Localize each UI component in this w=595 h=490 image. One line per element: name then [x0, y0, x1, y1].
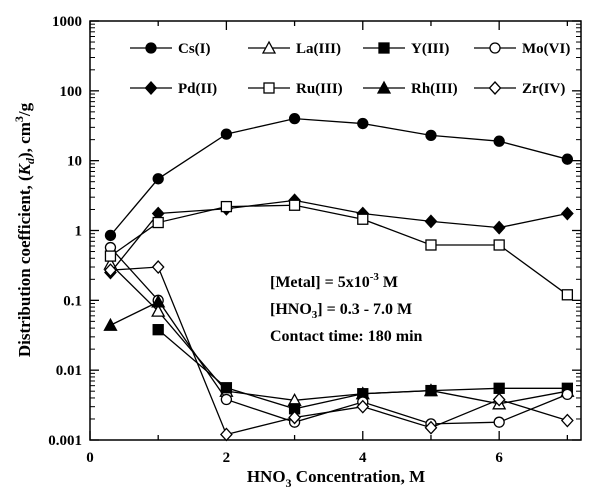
data-point-mo-vi	[493, 416, 505, 428]
data-point-zr-iv	[104, 263, 117, 278]
data-point-cs-i	[220, 128, 233, 140]
legend-item-rh-iii: Rh(III)	[363, 80, 458, 97]
series-line-zr-iv	[110, 266, 568, 436]
y-tick-label: 0.01	[56, 363, 82, 379]
legend-label: Zr(IV)	[522, 81, 565, 97]
y-axis-title: Distribution coefficient, (Kd), cm3/g	[12, 102, 37, 357]
y-tick-label: 1000	[52, 14, 82, 30]
data-point-cs-i	[493, 135, 505, 147]
legend-item-ru-iii: Ru(III)	[248, 81, 343, 97]
data-point-mo-vi	[561, 388, 574, 401]
legend-item-zr-iv: Zr(IV)	[474, 81, 565, 97]
y-tick-label: 100	[60, 84, 83, 100]
legend-item-cs-i: Cs(I)	[130, 41, 211, 57]
data-point-ru-iii	[288, 199, 301, 211]
data-point-pd-ii	[424, 214, 438, 229]
data-point-cs-i	[288, 112, 301, 125]
legend-label: Cs(I)	[178, 41, 211, 57]
data-point-la-iii	[151, 303, 166, 317]
series-cs-i	[104, 112, 574, 242]
data-point-cs-i	[425, 129, 437, 142]
series-y-iii	[152, 324, 574, 415]
legend-marker-y-iii	[378, 42, 390, 54]
y-tick-label: 0.001	[48, 433, 82, 449]
data-point-ru-iii	[152, 216, 164, 229]
series-line-rh-iii	[110, 301, 159, 326]
data-point-ru-iii	[220, 200, 233, 213]
x-axis-title: HNO3 Concentration, M	[247, 467, 425, 490]
data-point-pd-ii	[560, 206, 574, 221]
legend-label: Ru(III)	[296, 81, 343, 97]
series-rh-iii	[103, 294, 166, 331]
data-point-ru-iii	[357, 213, 369, 225]
data-point-y-iii	[220, 382, 233, 394]
legend-label: La(III)	[296, 41, 341, 57]
legend-item-la-iii: La(III)	[248, 40, 341, 57]
series-pd-ii	[104, 193, 574, 280]
legend-marker-zr-iv	[488, 81, 502, 95]
data-point-ru-iii	[493, 239, 505, 251]
data-point-zr-iv	[424, 420, 438, 435]
data-point-cs-i	[152, 173, 164, 185]
annotation-metal: [Metal] = 5x10-3 M	[270, 271, 398, 291]
legend-label: Mo(VI)	[522, 41, 570, 57]
data-point-zr-iv	[560, 413, 574, 428]
data-point-mo-vi	[220, 393, 233, 406]
data-point-ru-iii	[425, 239, 437, 251]
data-point-y-iii	[493, 382, 505, 394]
x-tick-label: 2	[223, 450, 231, 466]
data-point-zr-iv	[220, 427, 233, 442]
data-point-rh-iii	[103, 317, 118, 331]
legend-marker-rh-iii	[376, 80, 392, 94]
data-point-ru-iii	[561, 289, 574, 301]
axes: 0 2 4 6 0.001 0.01 0.1 1 10 100 1000	[48, 14, 581, 466]
series-line-ru-iii	[110, 204, 568, 296]
data-point-y-iii	[425, 384, 437, 397]
data-point-ru-iii	[104, 250, 117, 262]
data-point-pd-ii	[492, 220, 506, 235]
data-point-rh-iii	[151, 294, 166, 308]
legend-marker-la-iii	[261, 40, 277, 54]
y-tick-label: 10	[67, 154, 82, 170]
data-point-zr-iv	[288, 410, 301, 425]
series-ru-iii	[104, 199, 574, 301]
annotation-hno3: [HNO3] = 0.3 - 7.0 M	[270, 301, 412, 321]
legend-item-pd-ii: Pd(II)	[130, 81, 217, 97]
series-line-la-iii	[110, 263, 568, 405]
legend-marker-cs-i	[145, 42, 157, 54]
y-tick-label: 1	[75, 224, 83, 240]
legend-item-y-iii: Y(III)	[363, 41, 449, 57]
data-point-y-iii	[152, 324, 164, 336]
legend-label: Rh(III)	[411, 81, 458, 97]
series-line-cs-i	[109, 117, 568, 236]
legend-item-mo-vi: Mo(VI)	[474, 41, 570, 57]
legend-label: Pd(II)	[178, 81, 217, 97]
y-tick-label: 0.1	[63, 293, 82, 309]
series-line-pd-ii	[109, 199, 568, 273]
x-tick-label: 0	[86, 450, 94, 466]
legend-marker-ru-iii	[263, 82, 275, 94]
data-point-zr-iv	[492, 392, 506, 407]
annotation-contact-time: Contact time: 180 min	[270, 328, 423, 345]
series-layer	[103, 112, 575, 442]
legend-marker-pd-ii	[144, 81, 158, 95]
x-tick-label: 4	[359, 450, 367, 466]
x-tick-label: 6	[495, 450, 503, 466]
series-zr-iv	[104, 260, 574, 442]
legend-marker-mo-vi	[489, 42, 501, 54]
data-point-cs-i	[104, 229, 117, 242]
data-point-zr-iv	[356, 399, 370, 414]
data-point-cs-i	[357, 117, 369, 130]
legend: Cs(I) La(III) Y(III) Mo(VI) Pd(II) Ru(III) Rh(…	[130, 40, 570, 97]
data-point-cs-i	[561, 153, 574, 165]
legend-label: Y(III)	[411, 41, 449, 57]
data-point-zr-iv	[151, 260, 165, 274]
